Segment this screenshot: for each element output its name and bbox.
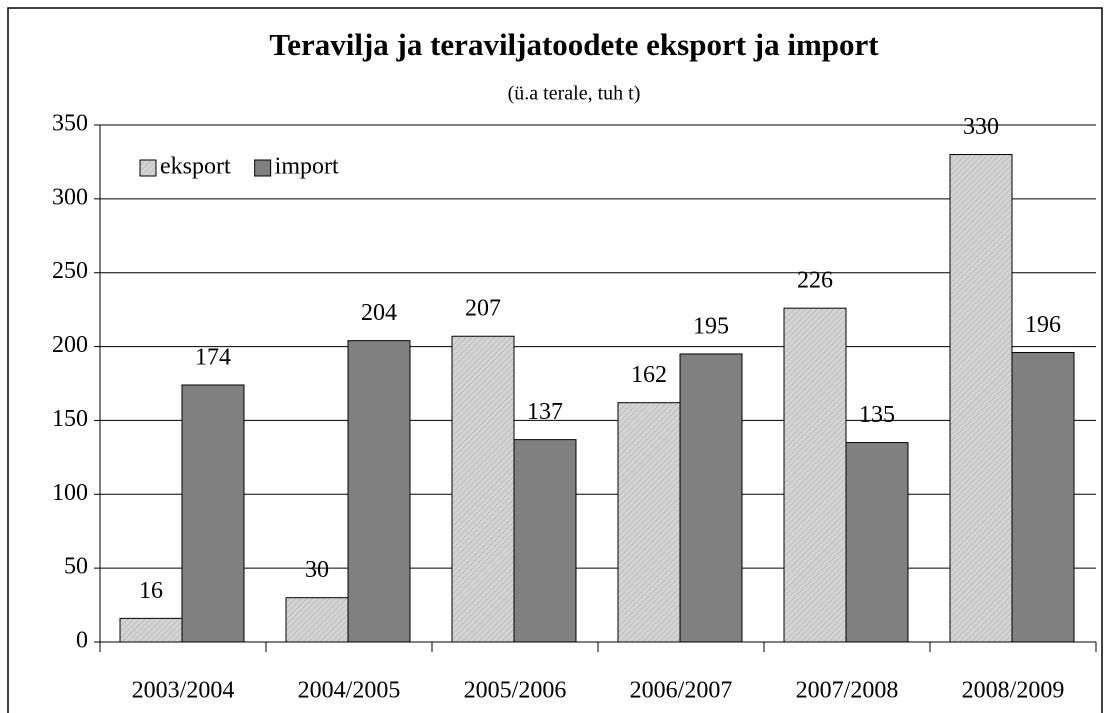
data-label: 330 xyxy=(963,114,999,140)
bar xyxy=(679,353,743,643)
bar xyxy=(513,439,577,643)
data-label: 195 xyxy=(693,313,729,339)
bar xyxy=(1011,351,1075,643)
legend-swatch xyxy=(254,159,272,177)
y-tick-label: 0 xyxy=(76,628,88,654)
data-label: 162 xyxy=(631,362,667,388)
y-tick-label: 350 xyxy=(52,111,88,137)
data-label: 207 xyxy=(465,296,501,322)
data-label: 135 xyxy=(859,402,895,428)
y-tick-label: 50 xyxy=(64,554,88,580)
x-tick-label: 2003/2004 xyxy=(132,678,235,704)
y-tick-label: 150 xyxy=(52,406,88,432)
bar xyxy=(181,384,245,643)
legend-label: import xyxy=(275,154,339,180)
chart-title: Teravilja ja teraviljatoodete eksport ja… xyxy=(269,27,879,62)
data-label: 30 xyxy=(305,557,329,583)
y-tick-label: 300 xyxy=(52,184,88,210)
data-label: 16 xyxy=(139,578,163,604)
x-tick-label: 2007/2008 xyxy=(796,678,899,704)
bar xyxy=(451,335,515,643)
bar xyxy=(783,307,847,643)
bar xyxy=(845,442,909,643)
x-tick-label: 2008/2009 xyxy=(962,678,1065,704)
x-tick-label: 2005/2006 xyxy=(464,678,567,704)
bar xyxy=(119,617,183,643)
bar xyxy=(617,402,681,643)
bar xyxy=(347,340,411,643)
x-tick-label: 2006/2007 xyxy=(630,678,733,704)
y-tick-label: 100 xyxy=(52,480,88,506)
legend-label: eksport xyxy=(160,154,231,180)
data-label: 226 xyxy=(797,268,833,294)
data-label: 174 xyxy=(195,344,231,370)
data-label: 137 xyxy=(527,399,563,425)
legend-swatch xyxy=(139,159,157,177)
x-tick-label: 2004/2005 xyxy=(298,678,401,704)
bar xyxy=(949,154,1013,643)
data-label: 204 xyxy=(361,300,397,326)
y-tick-label: 200 xyxy=(52,332,88,358)
data-label: 196 xyxy=(1025,312,1061,338)
y-tick-label: 250 xyxy=(52,258,88,284)
chart-subtitle: (ü.a terale, tuh t) xyxy=(508,83,641,105)
bar xyxy=(285,597,349,643)
